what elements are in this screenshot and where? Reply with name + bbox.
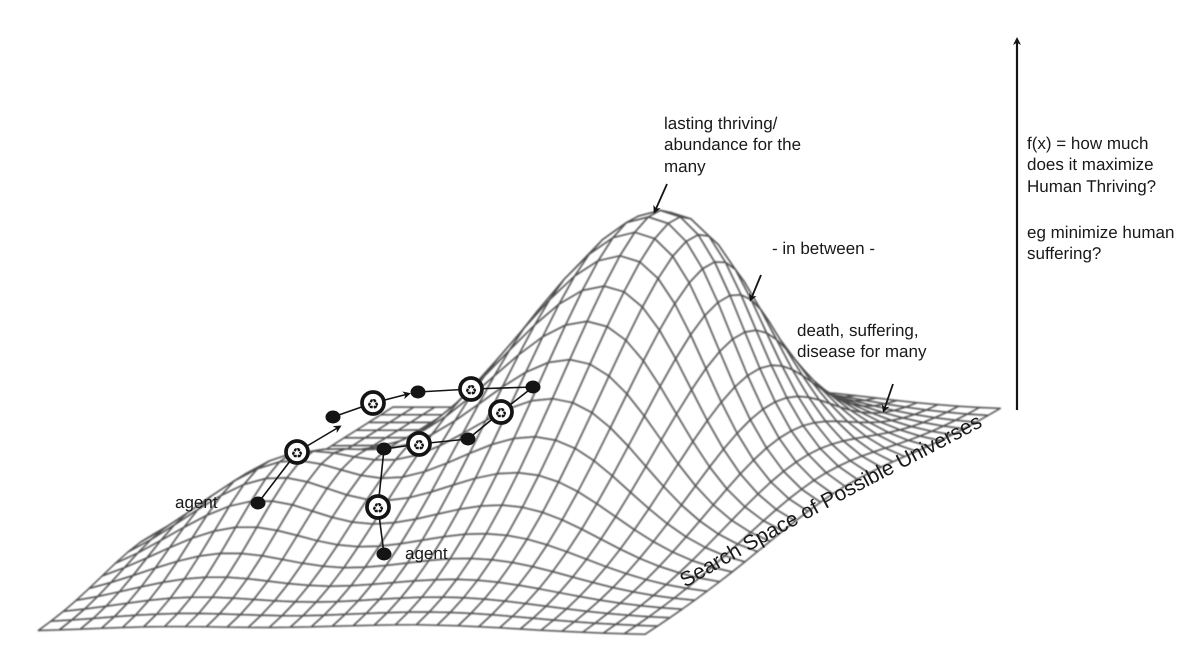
svg-text:Search Space of Possible Unive: Search Space of Possible Universes (676, 410, 986, 592)
svg-text:♻: ♻ (291, 445, 304, 461)
svg-text:♻: ♻ (413, 437, 426, 453)
svg-text:♻: ♻ (495, 405, 508, 421)
svg-text:♻: ♻ (465, 382, 478, 398)
svg-text:♻: ♻ (367, 396, 380, 412)
svg-text:♻: ♻ (372, 500, 385, 516)
